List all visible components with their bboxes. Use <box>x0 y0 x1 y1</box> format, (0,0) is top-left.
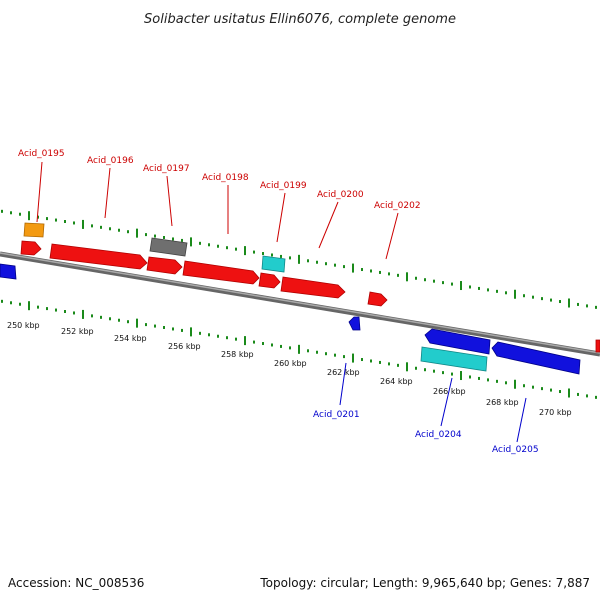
scale-label: 260 kbp <box>274 359 307 368</box>
scale-label: 256 kbp <box>168 342 201 351</box>
genome-backbone-highlight <box>0 252 600 354</box>
gene-label[interactable]: Acid_0201 <box>313 410 360 420</box>
map-title: Solibacter usitatus Ellin6076, complete … <box>144 12 456 27</box>
scale-label: 252 kbp <box>61 327 94 336</box>
reverse-gene-labels: Acid_0201 Acid_0204 Acid_0205 <box>313 362 539 455</box>
label-leader-line <box>276 192 286 243</box>
scale-label: 268 kbp <box>486 398 519 407</box>
gene-track <box>0 222 600 375</box>
label-leader-line <box>166 175 173 227</box>
gene-arrow-forward[interactable] <box>182 260 260 285</box>
scale-label: 264 kbp <box>380 377 413 386</box>
gene-arrow-forward[interactable] <box>20 240 42 256</box>
gene-box-cyan[interactable] <box>261 255 286 273</box>
gene-box-gray[interactable] <box>149 237 188 257</box>
accession-text: Accession: NC_008536 <box>8 576 144 590</box>
gene-label[interactable]: Acid_0196 <box>87 156 134 166</box>
label-leader-line <box>440 377 453 427</box>
gene-arrow-reverse[interactable] <box>424 328 491 355</box>
gene-label[interactable]: Acid_0202 <box>374 201 421 211</box>
scale-label: 258 kbp <box>221 350 254 359</box>
gene-label[interactable]: Acid_0204 <box>415 430 462 440</box>
genome-backbone <box>0 251 600 357</box>
scale-label: 262 kbp <box>327 368 360 377</box>
gene-arrow-forward[interactable] <box>280 276 346 299</box>
gene-arrow-reverse[interactable] <box>348 316 361 331</box>
gene-arrow-forward[interactable] <box>258 272 281 289</box>
topology-text: Topology: circular; Length: 9,965,640 bp… <box>259 576 590 590</box>
gene-arrow-forward[interactable] <box>146 256 183 275</box>
gene-arrow-forward[interactable] <box>595 339 600 353</box>
gene-label[interactable]: Acid_0198 <box>202 173 249 183</box>
label-leader-line <box>516 397 527 443</box>
gene-arrow-forward[interactable] <box>367 291 388 307</box>
gene-label[interactable]: Acid_0200 <box>317 190 364 200</box>
gene-box-cyan[interactable] <box>420 346 488 372</box>
gene-arrow-forward[interactable] <box>49 243 148 270</box>
gene-box-orange[interactable] <box>23 222 45 238</box>
gene-label[interactable]: Acid_0199 <box>260 181 307 191</box>
lower-tick-track <box>1 299 597 399</box>
label-leader-line <box>318 201 339 249</box>
gene-arrow-reverse[interactable] <box>491 341 581 375</box>
label-leader-line <box>104 167 111 219</box>
label-leader-line <box>36 161 43 223</box>
forward-gene-labels: Acid_0195 Acid_0196 Acid_0197 Acid_0198 … <box>18 149 421 260</box>
scale-label: 250 kbp <box>7 321 40 330</box>
gene-label[interactable]: Acid_0195 <box>18 149 65 159</box>
gene-label[interactable]: Acid_0205 <box>492 445 539 455</box>
label-leader-line <box>339 362 347 406</box>
scale-label: 254 kbp <box>114 334 147 343</box>
scale-label: 270 kbp <box>539 408 572 417</box>
upper-tick-track <box>1 209 597 309</box>
gene-label[interactable]: Acid_0197 <box>143 164 190 174</box>
label-leader-line <box>385 212 399 260</box>
gene-arrow-reverse[interactable] <box>0 263 17 280</box>
